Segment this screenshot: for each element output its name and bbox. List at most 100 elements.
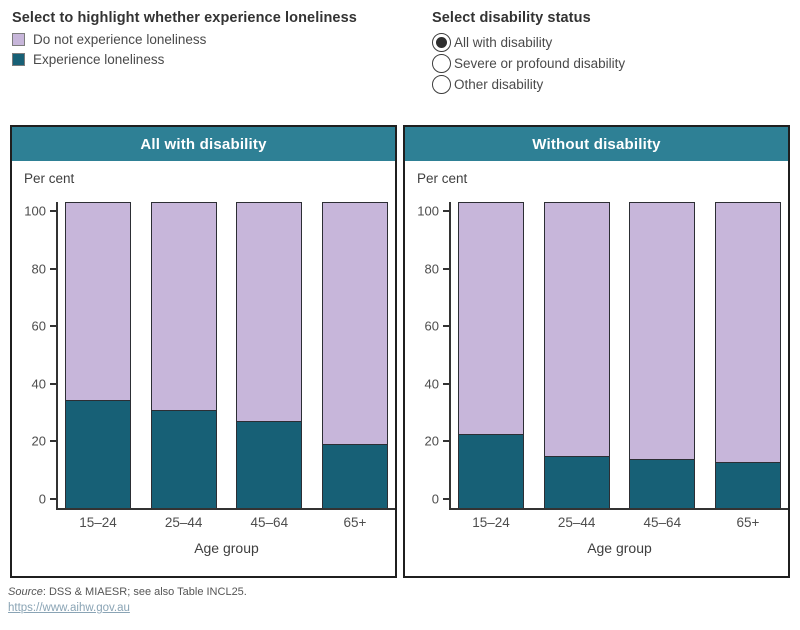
y-tick-mark [50, 210, 56, 212]
bar-segment-do-not-experience-loneliness[interactable] [714, 202, 781, 462]
panel-title: Without disability [405, 127, 788, 161]
source-label: Source [8, 586, 43, 598]
chart-panels: All with disability Per cent 0 20 40 60 80 10… [10, 125, 790, 578]
y-tick-mark [443, 382, 449, 385]
bar-segment-experience-loneliness[interactable] [150, 409, 217, 508]
stacked-bar-15–24 [65, 202, 131, 508]
x-tick-label: 65+ [736, 515, 760, 530]
y-tick-label: 0 [431, 491, 439, 507]
plot-area [449, 202, 788, 510]
source-text: : DSS & MIAESR; see also Table INCL25. [42, 586, 247, 598]
bar-segment-do-not-experience-loneliness[interactable] [629, 202, 696, 459]
bar-segment-experience-loneliness[interactable] [321, 444, 388, 508]
stacked-bar-45–64 [236, 202, 303, 508]
radio-option-all-with-disability[interactable]: All with disability [432, 32, 625, 53]
y-tick-label: 40 [31, 376, 46, 392]
footer: Source: DSS & MIAESR; see also Table INC… [0, 578, 800, 616]
panel-title: All with disability [12, 127, 395, 161]
x-tick-label: 15–24 [472, 515, 510, 530]
x-axis-labels: 15–24 25–44 45–64 65+ [451, 515, 788, 530]
stacked-bar-15–24 [458, 202, 524, 508]
x-tick-label: 65+ [343, 515, 367, 530]
y-tick-label: 0 [38, 491, 46, 507]
aihw-link[interactable]: https://www.aihw.gov.au [8, 602, 130, 614]
radio-unselected-icon[interactable] [432, 75, 451, 94]
legend-item-experience[interactable]: Experience loneliness [12, 52, 432, 67]
bar-segment-experience-loneliness[interactable] [629, 458, 696, 508]
radio-option-label: Other disability [454, 77, 544, 92]
y-tick-mark [443, 325, 449, 328]
x-axis-line [56, 508, 395, 510]
x-axis-title: Age group [194, 540, 259, 556]
y-tick-mark [50, 498, 56, 500]
bar-segment-do-not-experience-loneliness[interactable] [65, 202, 131, 400]
y-tick-label: 60 [31, 318, 46, 334]
y-tick-label: 20 [424, 433, 439, 449]
bar-segment-experience-loneliness[interactable] [65, 399, 131, 508]
x-axis-title: Age group [587, 540, 652, 556]
stacked-bar-65+ [321, 202, 388, 508]
y-axis-line [56, 202, 58, 508]
plot-area [56, 202, 395, 510]
y-axis-title: Per cent [24, 171, 75, 186]
legend-item-label: Experience loneliness [33, 52, 165, 67]
legend-item-do-not-experience[interactable]: Do not experience loneliness [12, 32, 432, 47]
highlight-legend: Select to highlight whether experience l… [12, 10, 432, 125]
radio-group-title: Select disability status [432, 10, 591, 26]
legend-swatch-purple-icon [12, 33, 25, 46]
y-axis-line [449, 202, 451, 508]
radio-unselected-icon[interactable] [432, 54, 451, 73]
bars-container [58, 202, 395, 508]
y-tick-mark [50, 382, 56, 385]
y-axis-title: Per cent [417, 171, 468, 186]
x-axis-labels: 15–24 25–44 45–64 65+ [58, 515, 395, 530]
stacked-bar-45–64 [629, 202, 696, 508]
x-axis-line [449, 508, 788, 510]
bar-segment-experience-loneliness[interactable] [714, 461, 781, 508]
y-tick-mark [50, 267, 56, 270]
stacked-bar-25–44 [543, 202, 610, 508]
y-tick-label: 60 [424, 318, 439, 334]
y-tick-mark [443, 267, 449, 270]
source-note: Source: DSS & MIAESR; see also Table INC… [8, 586, 800, 598]
y-tick-mark [50, 440, 56, 443]
y-tick-mark [443, 498, 449, 500]
legend-item-label: Do not experience loneliness [33, 32, 207, 47]
stacked-bar-25–44 [150, 202, 217, 508]
x-tick-label: 45–64 [250, 515, 289, 530]
y-tick-mark [443, 210, 449, 212]
radio-option-label: All with disability [454, 35, 553, 50]
y-tick-mark [443, 440, 449, 443]
radio-selected-icon[interactable] [432, 33, 451, 52]
x-tick-label: 25–44 [557, 515, 596, 530]
x-tick-label: 45–64 [643, 515, 682, 530]
bar-segment-do-not-experience-loneliness[interactable] [150, 202, 217, 410]
bar-segment-do-not-experience-loneliness[interactable] [236, 202, 303, 422]
panel-without-disability: Without disability Per cent 0 20 40 60 80 100… [403, 125, 790, 578]
stacked-bar-65+ [714, 202, 781, 508]
controls-row: Select to highlight whether experience l… [0, 0, 800, 125]
y-axis: 0 20 40 60 80 100 [12, 202, 56, 508]
bar-segment-do-not-experience-loneliness[interactable] [458, 202, 524, 435]
radio-option-label: Severe or profound disability [454, 56, 626, 71]
y-axis: 0 20 40 60 80 100 [405, 202, 449, 508]
y-tick-label: 80 [424, 261, 439, 277]
radio-option-severe-or-profound[interactable]: Severe or profound disability [432, 53, 625, 74]
y-tick-label: 40 [424, 376, 439, 392]
bar-segment-experience-loneliness[interactable] [543, 455, 610, 508]
bar-segment-do-not-experience-loneliness[interactable] [543, 202, 610, 456]
x-tick-label: 25–44 [164, 515, 203, 530]
bar-segment-experience-loneliness[interactable] [458, 434, 524, 508]
bar-segment-experience-loneliness[interactable] [236, 421, 303, 508]
radio-option-other-disability[interactable]: Other disability [432, 74, 625, 95]
y-tick-label: 100 [417, 203, 439, 219]
bar-segment-do-not-experience-loneliness[interactable] [321, 202, 388, 445]
bars-container [451, 202, 788, 508]
legend-title: Select to highlight whether experience l… [12, 10, 357, 26]
y-tick-label: 20 [31, 433, 46, 449]
y-tick-label: 100 [24, 203, 46, 219]
x-tick-label: 15–24 [79, 515, 117, 530]
legend-swatch-teal-icon [12, 53, 25, 66]
y-tick-mark [50, 325, 56, 328]
